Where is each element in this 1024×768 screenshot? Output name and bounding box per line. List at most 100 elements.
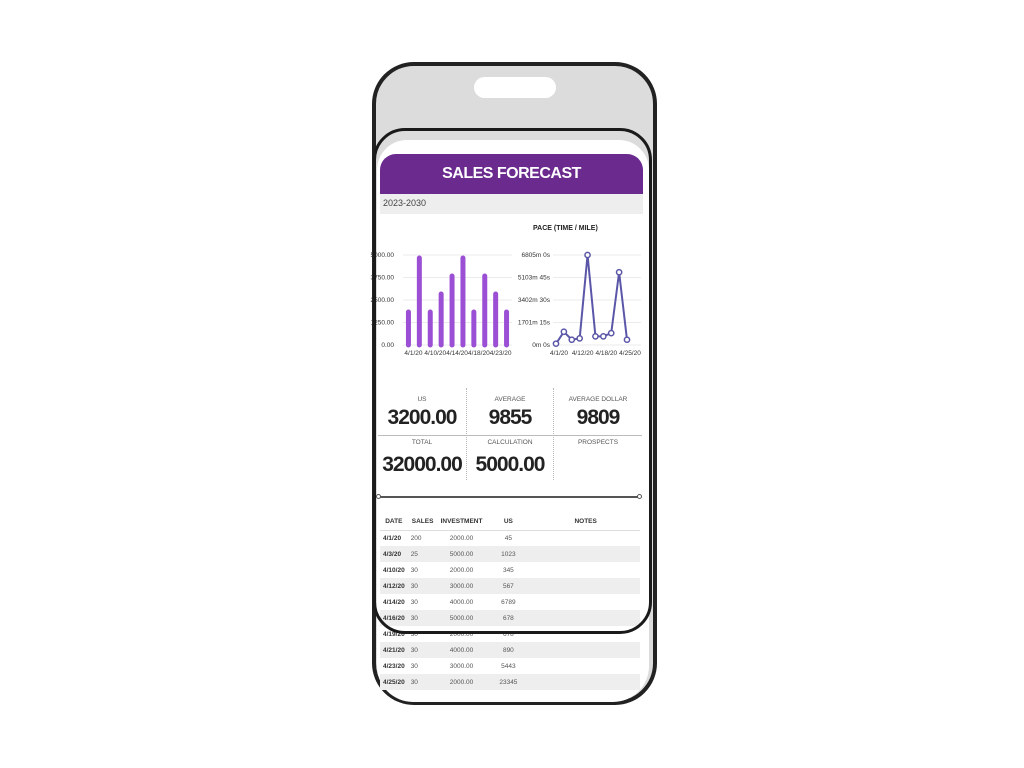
table-cell: 30 — [410, 566, 418, 574]
table-row: 4/16/20 30 5000.00 678 — [380, 610, 640, 626]
data-point — [576, 335, 584, 342]
y-tick-label: 1701m 15s — [518, 320, 551, 327]
x-tick-label: 4/25/20 — [619, 350, 641, 357]
table-cell: 2000.00 — [437, 674, 486, 690]
metric-value: 32000.00 — [382, 453, 463, 476]
x-tick-label: 4/12/20 — [572, 350, 594, 357]
y-tick-label: 5103m 45s — [518, 275, 551, 282]
column-header: DATE — [380, 514, 408, 531]
table-cell: 2000.00 — [449, 534, 474, 542]
table-cell: 25 — [407, 546, 438, 562]
table-cell: 678 — [502, 630, 514, 638]
table-cell: 5000.00 — [437, 546, 486, 562]
table-cell: 345 — [502, 566, 514, 574]
table-cell — [531, 594, 640, 610]
table-cell — [531, 562, 640, 578]
y-tick-label: 6805m 0s — [521, 252, 550, 259]
column-header: NOTES — [531, 514, 640, 531]
table-cell: 30 — [410, 662, 418, 670]
y-tick-label: 3750.00 — [371, 275, 395, 282]
data-point — [584, 251, 591, 259]
table-cell: 4/1/20 — [383, 534, 402, 542]
slider-handle-left[interactable] — [376, 494, 381, 499]
dynamic-island — [474, 77, 556, 98]
table-cell: 4000.00 — [437, 642, 486, 658]
y-tick-label: 0m 0s — [532, 342, 550, 349]
table-cell: 200 — [410, 534, 422, 542]
slider-handle-right[interactable] — [637, 494, 642, 499]
table-cell: 5443 — [501, 662, 516, 670]
metric-value: 9855 — [488, 406, 533, 429]
pace-line — [555, 254, 628, 345]
table-row: 4/14/20 30 4000.00 6789 — [380, 594, 640, 610]
x-tick-label: 4/18/20 — [468, 350, 490, 357]
metric-label: CALCULATION — [487, 439, 533, 446]
x-tick-label: 4/18/20 — [595, 350, 617, 357]
table-cell: 4/10/20 — [383, 566, 405, 574]
metric-divider — [466, 388, 467, 480]
x-tick-label: 4/1/20 — [404, 350, 422, 357]
table-cell: 4000.00 — [449, 598, 474, 606]
metric-label: AVERAGE DOLLAR — [568, 396, 628, 403]
table-cell: 45 — [504, 534, 512, 542]
table-row: 4/12/20 30 3000.00 567 — [380, 578, 640, 594]
table-cell: 890 — [485, 642, 532, 658]
table-cell: 4/14/20 — [383, 598, 405, 606]
x-tick-label: 4/14/20 — [446, 350, 468, 357]
table-cell — [531, 546, 640, 562]
metric-value: 9809 — [576, 406, 621, 429]
table-cell: 30 — [410, 598, 418, 606]
table-cell: 3000.00 — [437, 578, 486, 594]
table-cell — [531, 530, 640, 546]
data-point — [615, 268, 623, 276]
table-cell — [531, 578, 640, 594]
sales-table: DATE SALES INVESTMENT US NOTES 4/1/20 200 2000.… — [380, 514, 640, 690]
table-cell — [531, 626, 640, 642]
data-point — [592, 333, 599, 340]
table-cell — [531, 642, 640, 658]
table-cell: 567 — [485, 578, 532, 594]
table-cell: 4/19/20 — [383, 630, 405, 638]
data-point — [560, 328, 568, 336]
table-row: 4/25/20 30 2000.00 23345 — [380, 674, 640, 690]
metric-label: AVERAGE — [494, 396, 526, 403]
data-point — [607, 329, 615, 337]
table-cell — [531, 658, 640, 674]
table-cell: 4/12/20 — [380, 578, 408, 594]
data-point — [568, 336, 576, 344]
data-point — [623, 336, 631, 344]
data-point — [552, 340, 560, 348]
table-cell: 30 — [407, 610, 438, 626]
table-row: 4/10/20 30 2000.00 345 — [380, 562, 640, 578]
table-cell: 2000.00 — [449, 630, 474, 638]
table-row: 4/23/20 30 3000.00 5443 — [380, 658, 640, 674]
table-row: 4/3/20 25 5000.00 1023 — [380, 546, 640, 562]
table-row: 4/1/20 200 2000.00 45 — [380, 530, 640, 546]
table-cell: 4/23/20 — [383, 662, 405, 670]
table-cell: 6789 — [501, 598, 516, 606]
phone-screen — [377, 140, 649, 702]
metric-value: 3200.00 — [387, 406, 458, 429]
table-row: 4/19/20 30 2000.00 678 — [380, 626, 640, 642]
y-tick-label: 3402m 30s — [518, 297, 551, 304]
x-tick-label: 4/1/20 — [550, 350, 568, 357]
x-tick-label: 4/10/20 — [424, 350, 446, 357]
column-header: US — [485, 514, 532, 531]
table-cell — [531, 674, 640, 690]
line-chart-title: PACE (TIME / MILE) — [533, 225, 598, 232]
y-tick-label: 0.00 — [381, 342, 394, 349]
slider-track[interactable] — [378, 496, 640, 498]
table-cell: 30 — [407, 674, 438, 690]
table-cell: 1023 — [485, 546, 532, 562]
table-cell: 30 — [410, 630, 418, 638]
table-cell: 4/25/20 — [380, 674, 408, 690]
metric-value: 5000.00 — [475, 453, 546, 476]
table-cell: 4/21/20 — [380, 642, 408, 658]
metric-label: PROSPECTS — [577, 439, 619, 446]
page-title: SALES FORECAST — [380, 154, 643, 194]
metric-label: TOTAL — [411, 439, 433, 446]
data-point — [599, 333, 607, 340]
column-header: SALES — [407, 514, 438, 531]
date-range: 2023-2030 — [380, 194, 643, 214]
